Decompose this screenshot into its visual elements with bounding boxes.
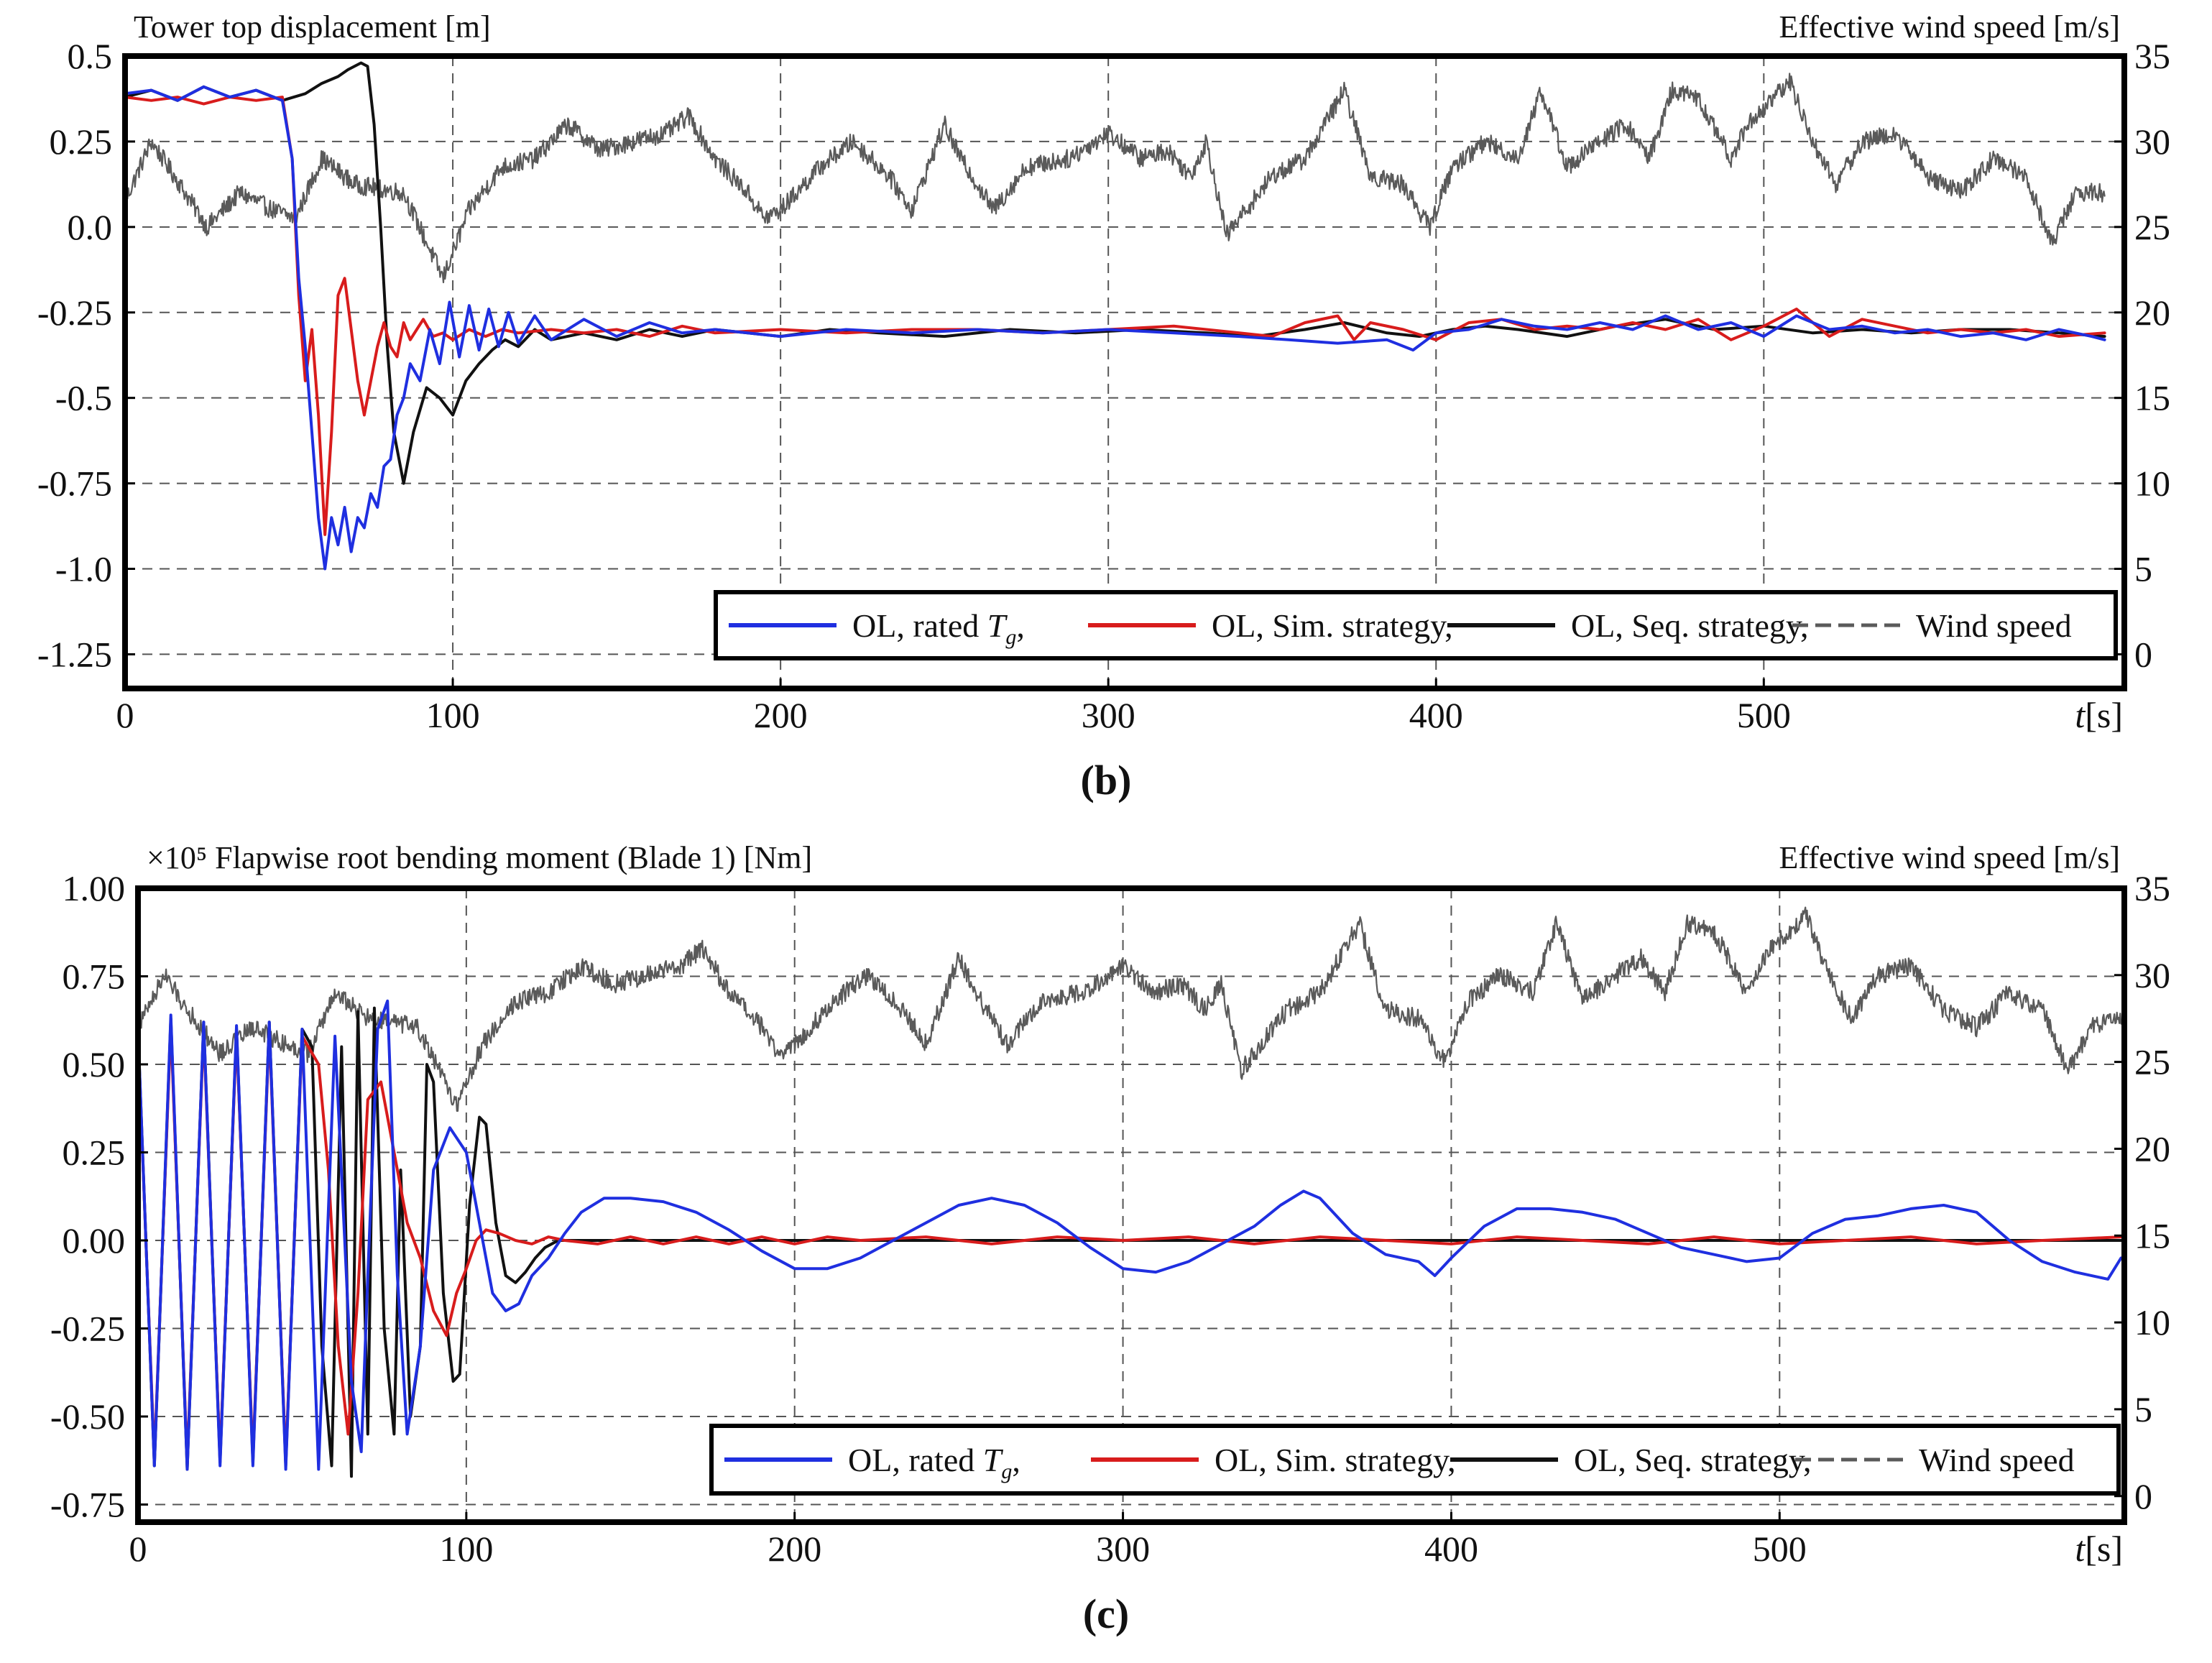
y-tick-label: -0.75 xyxy=(50,1485,125,1525)
legend: OL, rated Tg, OL, Sim. strategy, OL, Seq. … xyxy=(714,590,2118,660)
legend-tail: , xyxy=(1012,1442,1020,1478)
right-axis-title: Effective wind speed [m/s] xyxy=(1779,840,2120,875)
legend-label-red: OL, Sim. strategy, xyxy=(1212,607,1453,644)
y-tick-label: -1.25 xyxy=(37,634,112,674)
legend-tail: , xyxy=(1016,607,1025,644)
y-tick-label: -0.25 xyxy=(50,1309,125,1349)
y-tick-label: 0.50 xyxy=(63,1044,126,1084)
series-group xyxy=(138,906,2123,1478)
chart-panel-b: 0 100 200 300 400 5000.50.250.0-0.25-0.5-0.75… xyxy=(37,9,2170,803)
x-axis-unit: [s] xyxy=(2085,695,2123,735)
y-tick-label: 0.5 xyxy=(68,36,113,76)
series-line-wind xyxy=(125,73,2106,284)
y2-tick-label: 35 xyxy=(2134,36,2170,76)
x-axis-label: t[s] xyxy=(2075,1529,2123,1569)
legend-label-blue: OL, rated Tg, xyxy=(852,607,1025,649)
x-tick-label: 200 xyxy=(768,1529,821,1569)
y2-tick-label: 20 xyxy=(2134,292,2170,333)
y2-tick-label: 30 xyxy=(2134,955,2170,995)
panel-label: (b) xyxy=(1081,757,1132,803)
y2-tick-label: 5 xyxy=(2134,549,2152,589)
legend-math: T xyxy=(983,1442,1004,1478)
x-tick-label: 100 xyxy=(426,695,480,735)
series-line-red xyxy=(125,96,2106,536)
legend-text: OL, rated xyxy=(848,1442,983,1478)
legend-subscript: g xyxy=(1001,1460,1012,1483)
x-tick-label: 400 xyxy=(1409,695,1463,735)
x-tick-label: 300 xyxy=(1082,695,1135,735)
series-line-red xyxy=(138,1024,2123,1464)
legend: OL, rated Tg, OL, Sim. strategy, OL, Seq. … xyxy=(709,1424,2121,1496)
y-tick-label: 0.25 xyxy=(63,1133,126,1173)
y-tick-label: -0.50 xyxy=(50,1396,125,1437)
chart-panel-c: 0 100 200 300 400 5001.000.750.500.250.00-0.2… xyxy=(50,840,2170,1637)
plot-frame xyxy=(135,885,2127,1525)
legend-text: OL, Sim. strategy, xyxy=(1212,607,1453,644)
legend-text: OL, Sim. strategy, xyxy=(1215,1442,1456,1478)
y2-tick-label: 5 xyxy=(2134,1389,2152,1429)
y-tick-label: 0.75 xyxy=(63,957,126,997)
y-tick-label: -0.75 xyxy=(37,464,112,504)
y-tick-label: 0.25 xyxy=(50,121,113,162)
y-tick-label: -1.0 xyxy=(55,549,112,589)
legend-box xyxy=(709,1424,2121,1496)
y2-tick-label: 15 xyxy=(2134,1215,2170,1256)
series-group xyxy=(125,61,2106,571)
x-tick-label: 0 xyxy=(116,695,134,735)
x-tick-label: 500 xyxy=(1737,695,1791,735)
legend-label-blue: OL, rated Tg, xyxy=(848,1442,1020,1483)
x-tick-label: 200 xyxy=(754,695,808,735)
legend-label-wind: Wind speed xyxy=(1919,1442,2075,1478)
y2-tick-label: 15 xyxy=(2134,378,2170,418)
y2-tick-label: 10 xyxy=(2134,1302,2170,1342)
y2-tick-label: 25 xyxy=(2134,1042,2170,1082)
y2-tick-label: 25 xyxy=(2134,207,2170,247)
y-tick-label: 1.00 xyxy=(63,868,126,908)
y2-tick-label: 0 xyxy=(2134,1476,2152,1516)
x-axis-symbol: t xyxy=(2075,1529,2086,1569)
series-line-blue xyxy=(138,999,2123,1471)
legend-math: T xyxy=(987,607,1008,644)
y2-tick-label: 30 xyxy=(2134,121,2170,162)
y-tick-label: 0.0 xyxy=(68,207,113,247)
plot-frame xyxy=(122,53,2127,691)
y-tick-label: -0.5 xyxy=(55,378,112,418)
x-axis-symbol: t xyxy=(2075,695,2086,735)
legend-text: OL, rated xyxy=(852,607,987,644)
series-line-black xyxy=(125,61,2106,485)
panel-label: (c) xyxy=(1083,1590,1129,1637)
legend-text: Wind speed xyxy=(1919,1442,2075,1478)
series-line-wind xyxy=(138,906,2122,1112)
x-tick-label: 0 xyxy=(129,1529,147,1569)
x-tick-label: 300 xyxy=(1096,1529,1150,1569)
legend-label-black: OL, Seq. strategy, xyxy=(1574,1442,1811,1478)
legend-label-black: OL, Seq. strategy, xyxy=(1571,607,1808,644)
legend-label-red: OL, Sim. strategy, xyxy=(1215,1442,1456,1478)
series-line-blue xyxy=(125,85,2106,571)
y-tick-label: -0.25 xyxy=(37,292,112,333)
legend-text: OL, Seq. strategy, xyxy=(1571,607,1808,644)
x-tick-label: 100 xyxy=(439,1529,493,1569)
y2-tick-label: 10 xyxy=(2134,464,2170,504)
left-axis-title: Tower top displacement [m] xyxy=(134,9,491,45)
legend-text: Wind speed xyxy=(1916,607,2072,644)
legend-text: OL, Seq. strategy, xyxy=(1574,1442,1811,1478)
y2-tick-label: 0 xyxy=(2134,634,2152,674)
x-axis-unit: [s] xyxy=(2085,1529,2123,1569)
y2-tick-label: 20 xyxy=(2134,1128,2170,1169)
legend-box xyxy=(714,590,2118,660)
x-tick-label: 500 xyxy=(1753,1529,1807,1569)
x-tick-label: 400 xyxy=(1424,1529,1478,1569)
x-axis-label: t[s] xyxy=(2075,695,2123,735)
left-axis-title: ×10⁵ Flapwise root bending moment (Blade… xyxy=(147,840,812,875)
legend-subscript: g xyxy=(1005,625,1016,649)
grid xyxy=(138,888,2124,1522)
y-tick-label: 0.00 xyxy=(63,1220,126,1261)
right-axis-title: Effective wind speed [m/s] xyxy=(1779,9,2120,45)
y2-tick-label: 35 xyxy=(2134,868,2170,908)
legend-label-wind: Wind speed xyxy=(1916,607,2072,644)
